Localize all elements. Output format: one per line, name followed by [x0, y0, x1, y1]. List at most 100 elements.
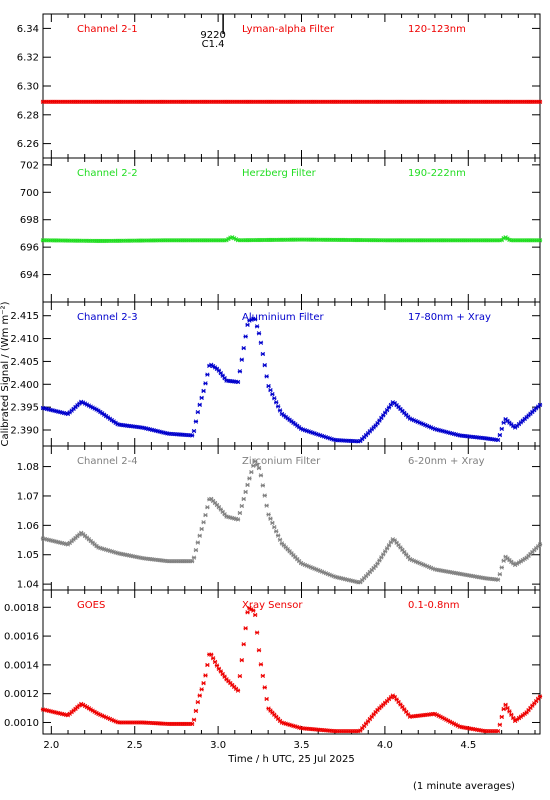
- data-point: [264, 696, 269, 702]
- data-point: [375, 561, 380, 566]
- data-point: [511, 715, 516, 721]
- data-point: [212, 659, 218, 665]
- data-point: [264, 503, 269, 508]
- data-point: [254, 324, 260, 329]
- y-tick-label: 702: [20, 160, 39, 171]
- x-tick-label: 4.0: [377, 740, 393, 751]
- data-point: [201, 681, 206, 686]
- data-point: [203, 512, 208, 518]
- data-point: [195, 409, 200, 415]
- data-point: [537, 402, 543, 408]
- data-point: [275, 533, 281, 538]
- data-point: [191, 717, 197, 722]
- data-point: [254, 462, 260, 467]
- data-point: [199, 526, 204, 532]
- data-point: [243, 334, 248, 339]
- data-point: [495, 728, 501, 734]
- data-point: [205, 662, 210, 668]
- data-point: [377, 558, 382, 563]
- y-tick-label: 1.04: [17, 580, 39, 591]
- data-point: [197, 533, 202, 538]
- data-point: [216, 666, 222, 671]
- data-point: [241, 642, 246, 647]
- data-point: [201, 520, 206, 525]
- y-tick-label: 2.400: [10, 380, 39, 391]
- data-point: [499, 565, 504, 570]
- y-tick-label: 694: [20, 270, 39, 281]
- x-tick-label: 2.5: [127, 740, 143, 751]
- data-point: [503, 702, 508, 707]
- data-point: [222, 674, 227, 679]
- data-point: [501, 558, 506, 563]
- data-point: [239, 357, 244, 362]
- x-tick-label: 3.5: [294, 740, 310, 751]
- data-point: [251, 608, 256, 613]
- data-point: [241, 345, 246, 351]
- panel-frame: [42, 589, 541, 735]
- data-point: [268, 387, 273, 393]
- data-point: [214, 663, 220, 668]
- data-point: [237, 369, 243, 374]
- data-point: [275, 404, 281, 409]
- data-point: [497, 722, 503, 727]
- data-point: [386, 405, 392, 410]
- data-point: [272, 524, 277, 530]
- data-point: [262, 363, 267, 368]
- data-series: [40, 316, 543, 444]
- data-point: [381, 413, 386, 418]
- data-point: [195, 699, 200, 705]
- data-point: [501, 420, 506, 425]
- data-point: [205, 505, 210, 510]
- data-point: [220, 671, 225, 677]
- y-tick-label: 0.0018: [4, 603, 39, 614]
- flare-class-label: C1.4: [202, 39, 225, 50]
- data-series: [40, 459, 543, 585]
- data-point: [251, 463, 256, 468]
- data-point: [375, 421, 380, 426]
- data-point: [245, 482, 250, 488]
- data-series: [40, 235, 543, 244]
- y-tick-label: 0.0014: [4, 660, 39, 671]
- channel-label: Channel 2-2: [77, 168, 138, 179]
- data-point: [384, 546, 390, 551]
- data-point: [499, 714, 504, 720]
- data-point: [381, 552, 386, 557]
- data-point: [191, 555, 197, 560]
- data-point: [253, 612, 258, 618]
- data-point: [203, 381, 208, 386]
- data-point: [383, 549, 388, 554]
- channel-label: Channel 2-3: [77, 312, 138, 323]
- data-point: [386, 543, 392, 548]
- y-tick-label: 696: [20, 243, 39, 254]
- x-axis-title: Time / h UTC, 25 Jul 2025: [227, 754, 355, 765]
- data-point: [205, 372, 210, 377]
- data-point: [193, 419, 199, 424]
- channel-label: Channel 2-1: [77, 24, 138, 35]
- data-point: [210, 656, 216, 661]
- data-point: [235, 379, 241, 385]
- data-point: [254, 630, 260, 635]
- averaging-note: (1 minute averages): [413, 781, 515, 792]
- data-point: [277, 537, 283, 542]
- band-label: 17-80nm + Xray: [408, 312, 491, 323]
- filter-label: Aluminium Filter: [242, 312, 325, 323]
- y-tick-label: 700: [20, 188, 39, 199]
- data-point: [247, 476, 252, 481]
- y-tick-label: 0.0010: [4, 718, 39, 729]
- data-point: [195, 540, 200, 545]
- y-tick-label: 6.28: [17, 110, 39, 121]
- band-label: 120-123nm: [408, 24, 466, 35]
- data-point: [243, 626, 248, 631]
- y-tick-label: 6.30: [17, 82, 39, 93]
- x-tick-label: 4.5: [460, 740, 476, 751]
- channel-label: Channel 2-4: [77, 456, 138, 467]
- data-series: [40, 605, 543, 734]
- filter-label: Herzberg Filter: [242, 168, 317, 179]
- filter-label: Lyman-alpha Filter: [242, 24, 335, 35]
- data-point: [241, 496, 246, 502]
- data-point: [379, 415, 384, 421]
- data-point: [239, 658, 244, 663]
- flare-id-label: 9220: [200, 30, 225, 41]
- y-tick-label: 2.390: [10, 426, 39, 437]
- data-point: [189, 559, 195, 564]
